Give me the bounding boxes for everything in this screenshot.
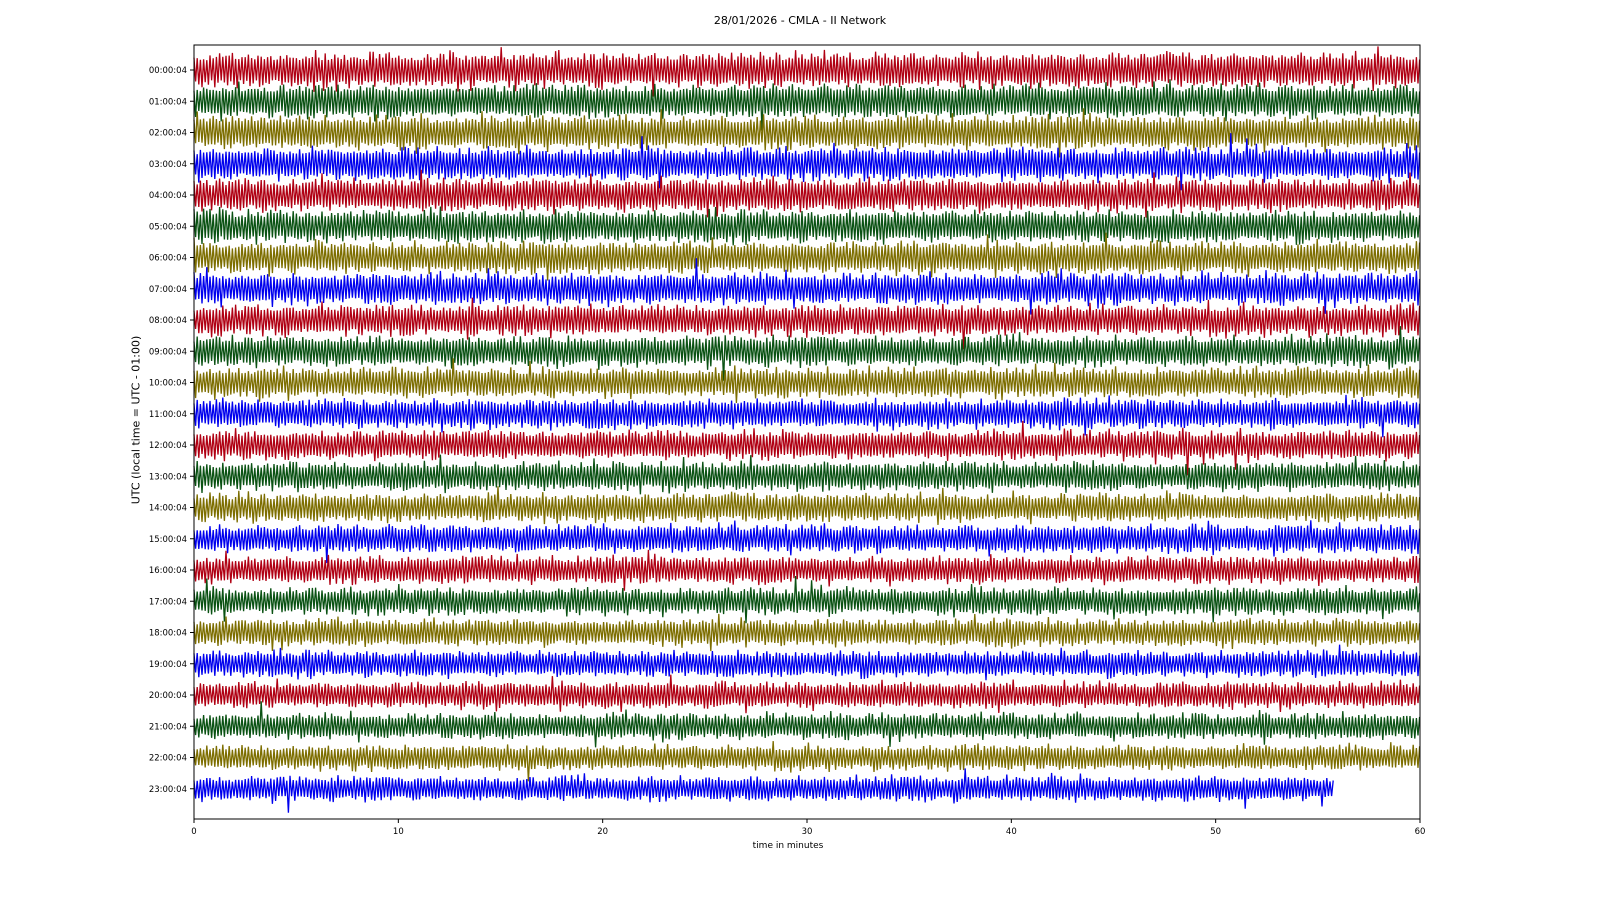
trace-15:00:04 bbox=[193, 520, 1421, 564]
trace-23:00:04 bbox=[193, 768, 1334, 813]
trace-19:00:04 bbox=[193, 644, 1421, 681]
x-tick-label: 60 bbox=[1415, 827, 1426, 837]
trace-16:00:04 bbox=[193, 549, 1421, 591]
y-tick-label: 17:00:04 bbox=[149, 597, 187, 607]
trace-00:00:04 bbox=[193, 46, 1421, 97]
trace-21:00:04 bbox=[193, 701, 1421, 748]
x-tick-label: 0 bbox=[191, 827, 196, 837]
x-tick-label: 20 bbox=[597, 827, 608, 837]
y-tick-label: 12:00:04 bbox=[149, 441, 187, 451]
y-tick-label: 10:00:04 bbox=[149, 379, 187, 389]
y-tick-label: 01:00:04 bbox=[149, 97, 187, 107]
x-tick-label: 40 bbox=[1006, 827, 1017, 837]
y-tick-label: 06:00:04 bbox=[149, 254, 187, 264]
y-tick-label: 13:00:04 bbox=[149, 472, 187, 482]
y-tick-label: 21:00:04 bbox=[149, 722, 187, 732]
y-tick-label: 19:00:04 bbox=[149, 660, 187, 670]
y-tick-label: 23:00:04 bbox=[149, 785, 187, 795]
y-tick-group: 00:00:04 01:00:04 02:00:04 03:00:04 04:00:04… bbox=[149, 66, 194, 795]
x-tick-group: 0 10 20 30 40 50 60 bbox=[191, 819, 1425, 837]
trace-group bbox=[193, 46, 1421, 813]
trace-04:00:04 bbox=[193, 169, 1421, 218]
y-tick-label: 16:00:04 bbox=[149, 566, 187, 576]
trace-03:00:04 bbox=[193, 133, 1421, 191]
y-tick-label: 09:00:04 bbox=[149, 347, 187, 357]
x-axis-label: time in minutes bbox=[752, 841, 824, 851]
trace-22:00:04 bbox=[193, 741, 1421, 782]
trace-08:00:04 bbox=[193, 297, 1421, 350]
trace-07:00:04 bbox=[193, 258, 1421, 315]
y-tick-label: 22:00:04 bbox=[149, 754, 187, 764]
y-tick-label: 08:00:04 bbox=[149, 316, 187, 326]
trace-20:00:04 bbox=[193, 674, 1421, 714]
x-tick-label: 30 bbox=[802, 827, 813, 837]
trace-02:00:04 bbox=[193, 108, 1421, 158]
trace-05:00:04 bbox=[193, 206, 1421, 246]
trace-09:00:04 bbox=[193, 326, 1421, 381]
plot-frame bbox=[193, 44, 1421, 820]
y-tick-label: 11:00:04 bbox=[149, 410, 187, 420]
y-tick-label: 20:00:04 bbox=[149, 691, 187, 701]
y-tick-label: 00:00:04 bbox=[149, 66, 187, 76]
y-tick-label: 02:00:04 bbox=[149, 129, 187, 139]
y-tick-label: 05:00:04 bbox=[149, 222, 187, 232]
trace-01:00:04 bbox=[193, 79, 1421, 131]
y-tick-label: 14:00:04 bbox=[149, 504, 187, 514]
trace-17:00:04 bbox=[193, 575, 1421, 624]
x-tick-label: 10 bbox=[393, 827, 404, 837]
trace-10:00:04 bbox=[193, 358, 1421, 404]
y-tick-label: 07:00:04 bbox=[149, 285, 187, 295]
trace-14:00:04 bbox=[193, 486, 1421, 525]
trace-13:00:04 bbox=[193, 454, 1421, 495]
trace-11:00:04 bbox=[193, 394, 1421, 438]
x-tick-label: 50 bbox=[1210, 827, 1221, 837]
y-tick-label: 03:00:04 bbox=[149, 160, 187, 170]
y-tick-label: 15:00:04 bbox=[149, 535, 187, 545]
trace-06:00:04 bbox=[193, 232, 1421, 281]
trace-18:00:04 bbox=[193, 613, 1421, 652]
y-tick-label: 04:00:04 bbox=[149, 191, 187, 201]
trace-12:00:04 bbox=[193, 420, 1421, 476]
chart-title: 28/01/2026 - CMLA - II Network bbox=[713, 14, 887, 27]
y-tick-label: 18:00:04 bbox=[149, 629, 187, 639]
